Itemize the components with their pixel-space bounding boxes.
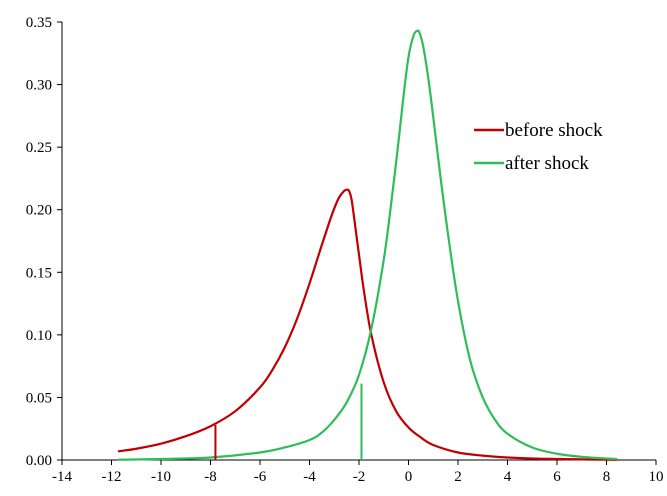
legend-label: before shock [505, 120, 603, 141]
x-tick-label: 8 [603, 469, 611, 485]
y-tick-label: 0.15 [26, 265, 52, 281]
x-tick-label: 10 [649, 469, 664, 485]
y-tick-label: 0.00 [26, 453, 52, 469]
y-tick-label: 0.10 [26, 328, 52, 344]
series-line-before-shock [117, 188, 618, 461]
marker-layer [214, 383, 363, 460]
x-tick-label: -12 [102, 469, 122, 485]
y-tick-label: 0.05 [26, 390, 52, 406]
x-tick-label: 2 [454, 469, 462, 485]
x-tick-label: 4 [504, 469, 512, 485]
x-tick-label: -10 [151, 469, 171, 485]
x-tick-label: -14 [52, 469, 72, 485]
legend: before shock after shock [474, 120, 603, 174]
x-tick-label: -8 [204, 469, 217, 485]
series-layer [117, 29, 618, 461]
x-tick-label: 6 [553, 469, 561, 485]
legend-label: after shock [505, 153, 589, 174]
x-tick-label: -4 [303, 469, 316, 485]
axes: 0.00 0.05 0.10 0.15 0.20 0.25 0.30 0.35 -14 -12 -1… [26, 15, 664, 485]
series-line-after-shock [117, 29, 618, 461]
y-tick-label: 0.20 [26, 203, 52, 219]
x-tick-label: -6 [254, 469, 267, 485]
x-tick-label: -2 [353, 469, 366, 485]
x-tick-label: 0 [405, 469, 413, 485]
y-tick-label: 0.35 [26, 15, 52, 31]
y-tick-label: 0.25 [26, 140, 52, 156]
y-tick-label: 0.30 [26, 78, 52, 94]
